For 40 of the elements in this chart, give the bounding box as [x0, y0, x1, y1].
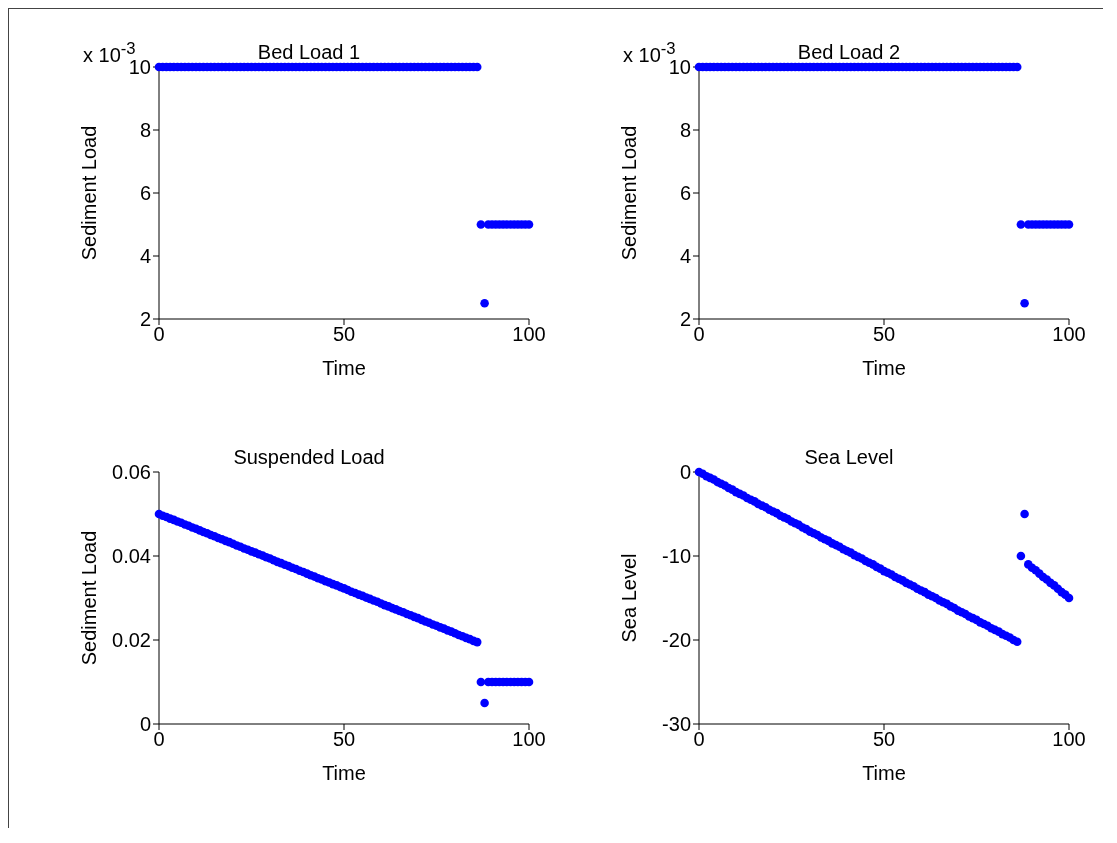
y-tick-label: 0: [139, 712, 151, 735]
chart-title: Bed Load 2: [797, 41, 901, 63]
y-tick-label: 6: [679, 182, 691, 205]
y-axis-title: Sea Level: [618, 553, 641, 642]
x-tick-label: 0: [693, 727, 705, 750]
y-tick-label: 4: [679, 245, 691, 268]
x-tick-label: 50: [872, 727, 896, 750]
x-tick-label: 0: [693, 323, 705, 346]
x-axis-title: Time: [322, 357, 366, 379]
y-tick-label: 0.04: [112, 544, 151, 567]
y-tick-label: 0.02: [112, 628, 151, 651]
y-tick-label: 8: [139, 119, 151, 142]
x-tick-label: 0: [153, 727, 165, 750]
y-tick-label: 0: [679, 460, 691, 483]
x-axis-title: Time: [862, 761, 906, 784]
x-axis-title: Time: [862, 357, 906, 379]
y-tick-label: 4: [139, 245, 151, 268]
x-tick-label: 0: [153, 323, 165, 346]
y-tick-label: 2: [139, 308, 151, 331]
y-tick-label: 2: [679, 308, 691, 331]
y-tick-label: 0.06: [112, 460, 151, 483]
x-tick-label: 100: [1052, 727, 1086, 750]
y-tick-label: -20: [662, 628, 691, 651]
x-tick-label: 100: [512, 323, 546, 346]
y-tick-label: -10: [662, 544, 691, 567]
x-tick-label: 100: [1052, 323, 1086, 346]
y-tick-label: -30: [662, 712, 691, 735]
chart-title: Suspended Load: [233, 445, 385, 468]
y-tick-label: 6: [139, 182, 151, 205]
y-tick-label: 8: [679, 119, 691, 142]
x-tick-label: 50: [332, 323, 356, 346]
y-axis-title: Sediment Load: [78, 530, 101, 665]
y-axis-title: Sediment Load: [78, 125, 101, 261]
chart-title: Sea Level: [804, 445, 894, 468]
x-tick-label: 50: [872, 323, 896, 346]
y-axis-title: Sediment Load: [618, 125, 641, 261]
x-tick-label: 100: [512, 727, 546, 750]
x-axis-title: Time: [322, 761, 366, 784]
chart-title: Bed Load 1: [257, 41, 361, 63]
x-tick-label: 50: [332, 727, 356, 750]
